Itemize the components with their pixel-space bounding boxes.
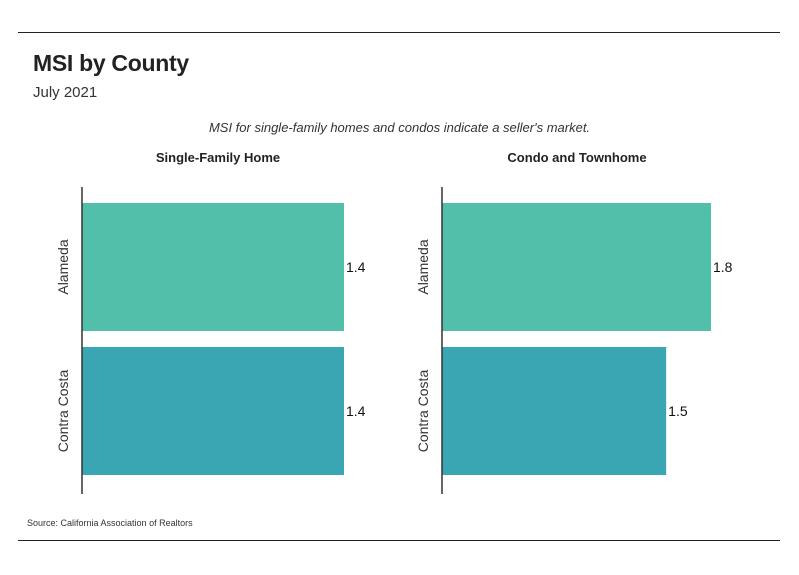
bar-1-contra-costa xyxy=(82,347,344,475)
value-label-1-1: 1.4 xyxy=(346,259,366,275)
chart-subtitle: July 2021 xyxy=(33,84,98,101)
bar-2-alameda xyxy=(442,203,711,331)
category-label-2-2: Contra Costa xyxy=(415,370,431,453)
value-label-2-1: 1.8 xyxy=(713,259,733,275)
category-label-1-2: Contra Costa xyxy=(55,370,71,453)
panel-title-1: Single-Family Home xyxy=(156,150,280,165)
panel-title-2: Condo and Townhome xyxy=(507,150,646,165)
chart-note: MSI for single-family homes and condos i… xyxy=(208,120,591,135)
bar-2-contra-costa xyxy=(442,347,667,475)
bar-1-alameda xyxy=(82,203,344,331)
chart-title: MSI by County xyxy=(33,50,189,76)
value-label-2-2: 1.5 xyxy=(668,403,688,419)
bottom-rule xyxy=(18,540,780,541)
source-note: Source: California Association of Realto… xyxy=(27,518,193,528)
top-rule xyxy=(18,32,780,33)
value-label-1-2: 1.4 xyxy=(346,403,366,419)
category-label-1-1: Alameda xyxy=(55,239,71,294)
category-label-2-1: Alameda xyxy=(415,239,431,294)
